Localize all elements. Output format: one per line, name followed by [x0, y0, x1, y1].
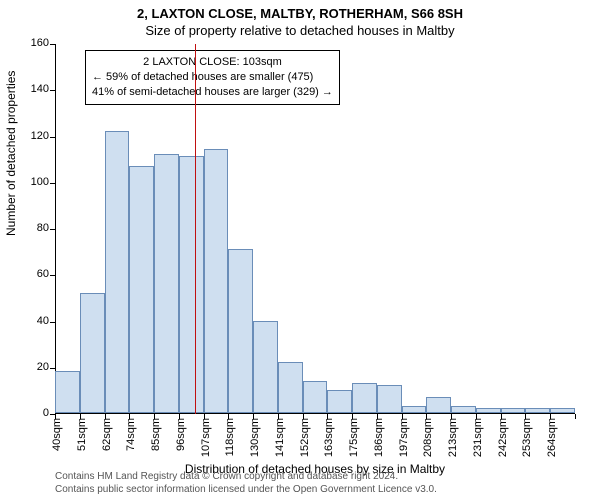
- plot-area: Number of detached properties Distributi…: [55, 44, 575, 414]
- histogram-bar: [501, 408, 526, 413]
- y-tick-label: 20: [21, 361, 49, 373]
- x-tick-label: 208sqm: [422, 418, 434, 468]
- y-tick-label: 140: [21, 83, 49, 95]
- histogram-bar: [80, 293, 105, 413]
- histogram-bar: [550, 408, 575, 413]
- histogram-bar: [228, 249, 253, 413]
- x-tick-label: 74sqm: [125, 418, 137, 468]
- y-tick-label: 0: [21, 407, 49, 419]
- histogram-bar: [327, 390, 352, 413]
- address-title: 2, LAXTON CLOSE, MALTBY, ROTHERHAM, S66 …: [0, 0, 600, 21]
- histogram-bar: [525, 408, 550, 413]
- y-tick: [50, 275, 55, 276]
- histogram-bar: [352, 383, 377, 413]
- x-tick-label: 242sqm: [497, 418, 509, 468]
- info-box: 2 LAXTON CLOSE: 103sqm ← 59% of detached…: [85, 50, 340, 105]
- footer-line-2: Contains public sector information licen…: [55, 483, 590, 496]
- chart-container: 2, LAXTON CLOSE, MALTBY, ROTHERHAM, S66 …: [0, 0, 600, 500]
- y-tick: [50, 322, 55, 323]
- reference-line: [195, 44, 196, 414]
- histogram-bar: [154, 154, 179, 413]
- y-tick: [50, 183, 55, 184]
- histogram-bar: [303, 381, 328, 413]
- y-tick: [50, 90, 55, 91]
- footer-line-1: Contains HM Land Registry data © Crown c…: [55, 470, 590, 483]
- y-tick: [50, 137, 55, 138]
- x-tick-label: 253sqm: [521, 418, 533, 468]
- x-tick-label: 231sqm: [472, 418, 484, 468]
- x-tick-label: 141sqm: [274, 418, 286, 468]
- info-line-1: 2 LAXTON CLOSE: 103sqm: [92, 55, 333, 70]
- histogram-bar: [377, 385, 402, 413]
- histogram-bar: [451, 406, 476, 413]
- footer: Contains HM Land Registry data © Crown c…: [55, 470, 590, 496]
- x-tick-label: 152sqm: [299, 418, 311, 468]
- subtitle: Size of property relative to detached ho…: [0, 21, 600, 38]
- y-tick-label: 100: [21, 176, 49, 188]
- y-axis-line: [55, 44, 56, 414]
- x-tick-label: 130sqm: [249, 418, 261, 468]
- y-tick: [50, 229, 55, 230]
- histogram-bar: [179, 156, 204, 413]
- x-tick-label: 40sqm: [51, 418, 63, 468]
- y-axis-title: Number of detached properties: [4, 71, 18, 236]
- x-tick-label: 62sqm: [101, 418, 113, 468]
- x-tick-label: 51sqm: [76, 418, 88, 468]
- y-tick-label: 120: [21, 130, 49, 142]
- x-tick-label: 85sqm: [150, 418, 162, 468]
- histogram-bar: [204, 149, 229, 413]
- histogram-bar: [476, 408, 501, 413]
- x-tick: [575, 414, 576, 419]
- histogram-bar: [55, 371, 80, 413]
- x-tick-label: 107sqm: [200, 418, 212, 468]
- x-tick-label: 264sqm: [546, 418, 558, 468]
- y-tick-label: 160: [21, 37, 49, 49]
- info-line-2: ← 59% of detached houses are smaller (47…: [92, 70, 333, 85]
- histogram-bar: [253, 321, 278, 414]
- x-tick-label: 118sqm: [224, 418, 236, 468]
- y-tick: [50, 44, 55, 45]
- x-tick-label: 163sqm: [323, 418, 335, 468]
- histogram-bar: [129, 166, 154, 413]
- y-tick-label: 60: [21, 268, 49, 280]
- histogram-bar: [278, 362, 303, 413]
- x-tick-label: 186sqm: [373, 418, 385, 468]
- y-tick-label: 80: [21, 222, 49, 234]
- x-tick-label: 175sqm: [348, 418, 360, 468]
- info-line-3: 41% of semi-detached houses are larger (…: [92, 85, 333, 100]
- x-tick-label: 197sqm: [398, 418, 410, 468]
- x-tick-label: 96sqm: [175, 418, 187, 468]
- y-tick-label: 40: [21, 315, 49, 327]
- histogram-bar: [105, 131, 130, 413]
- x-axis-line: [55, 413, 575, 414]
- histogram-bar: [402, 406, 427, 413]
- histogram-bar: [426, 397, 451, 413]
- x-tick-label: 213sqm: [447, 418, 459, 468]
- y-tick: [50, 368, 55, 369]
